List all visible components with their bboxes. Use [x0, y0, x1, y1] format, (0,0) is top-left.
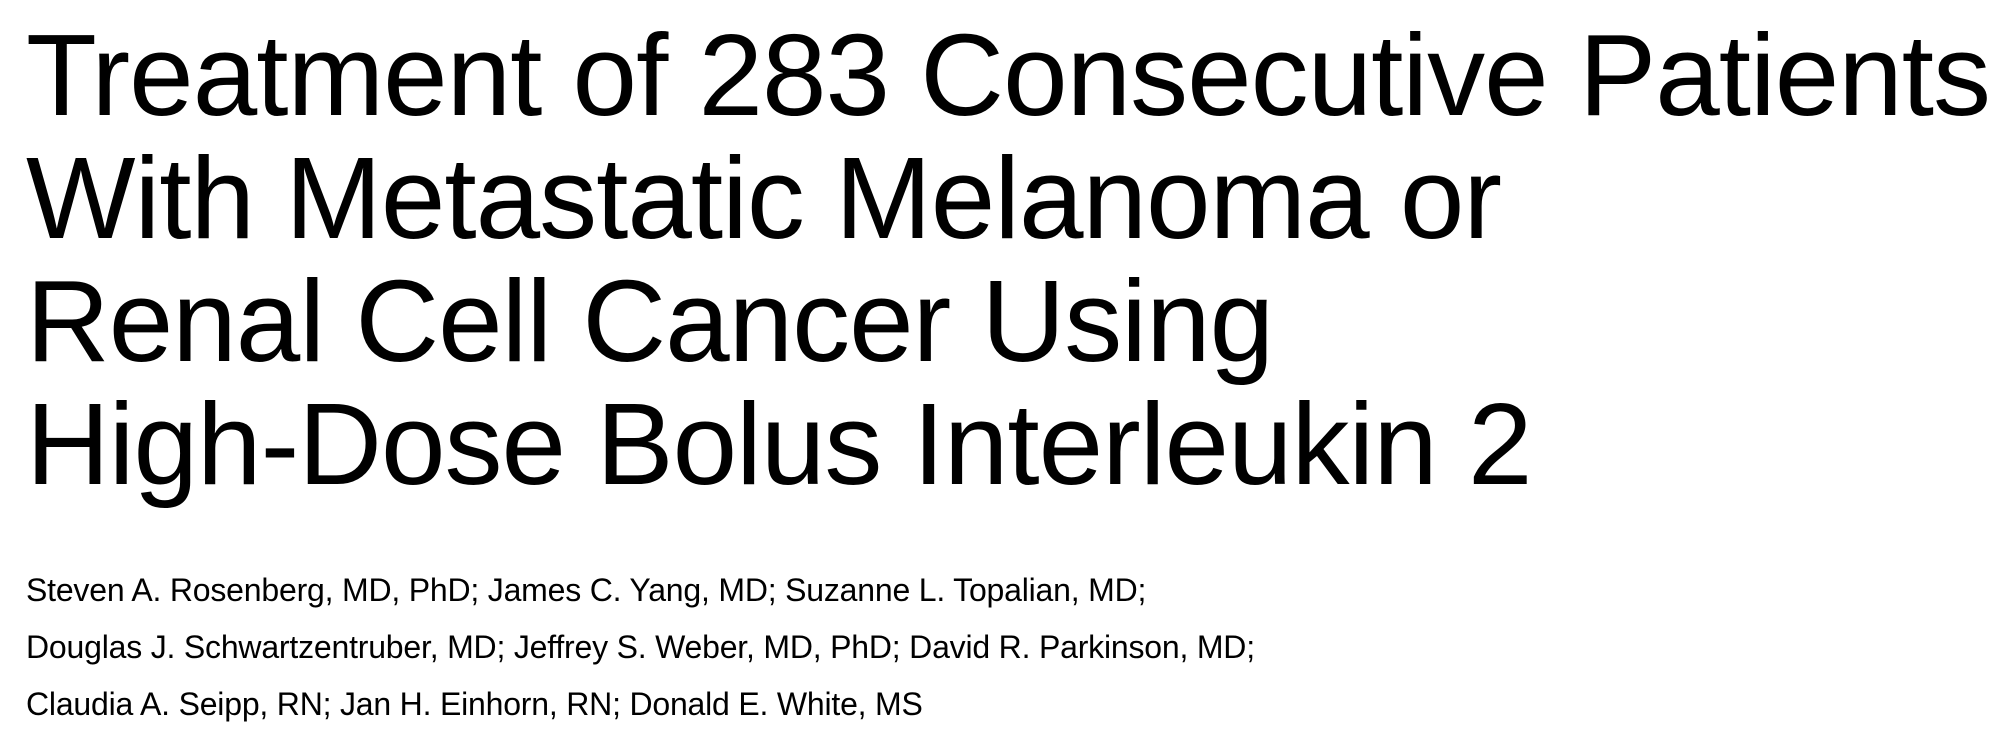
author-line: Steven A. Rosenberg, MD, PhD; James C. Y…: [26, 572, 1147, 608]
author-list: Steven A. Rosenberg, MD, PhD; James C. Y…: [26, 562, 1255, 733]
author-line: Claudia A. Seipp, RN; Jan H. Einhorn, RN…: [26, 686, 923, 722]
author-line: Douglas J. Schwartzentruber, MD; Jeffrey…: [26, 629, 1255, 665]
title-line: With Metastatic Melanoma or: [26, 133, 1502, 263]
title-line: Treatment of 283 Consecutive Patients: [26, 10, 1991, 140]
article-title: Treatment of 283 Consecutive Patients Wi…: [26, 10, 1991, 509]
title-line: High-Dose Bolus Interleukin 2: [26, 379, 1533, 509]
title-line: Renal Cell Cancer Using: [26, 256, 1274, 386]
